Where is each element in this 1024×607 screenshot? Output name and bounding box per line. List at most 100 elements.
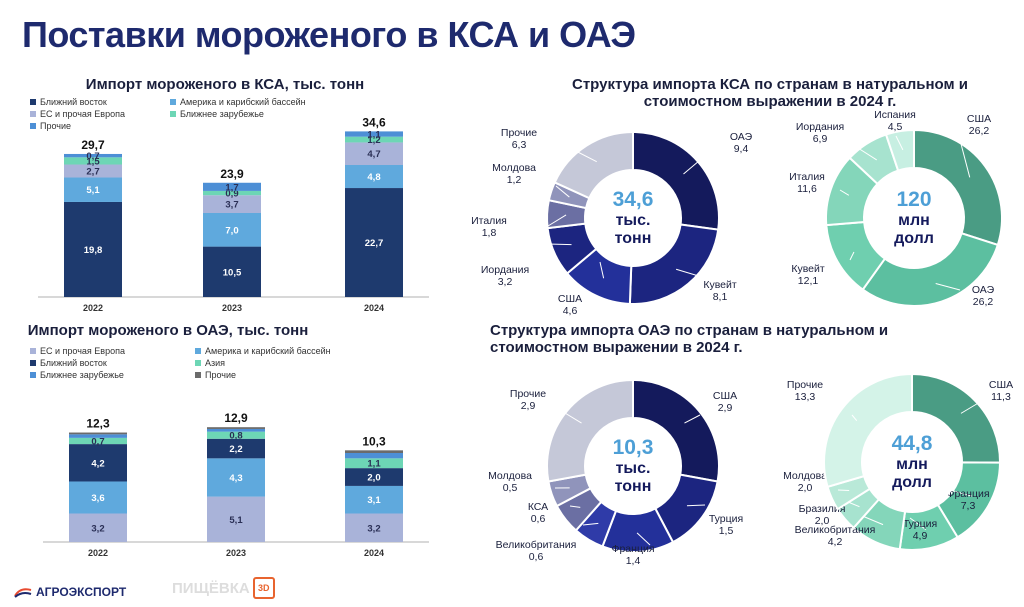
- pishevka-logo: ПИЩЁВКА 3D: [172, 577, 275, 599]
- legend-swatch: [30, 360, 36, 366]
- callout-line: [909, 517, 927, 530]
- slice-value: 1,2: [507, 174, 522, 186]
- donut-slice: [823, 372, 913, 489]
- callout-line: [565, 145, 597, 163]
- x-tick-label: 2022: [88, 548, 108, 558]
- total-label: 12,9: [224, 411, 248, 425]
- bar-segment: [345, 136, 403, 143]
- slice-name: Молдова: [492, 162, 536, 174]
- slice-value: 4,5: [888, 121, 903, 133]
- callout-line: [686, 504, 706, 507]
- center-unit: млн: [896, 456, 928, 473]
- bar-segment: [345, 450, 403, 453]
- bar-segment: [64, 153, 122, 158]
- legend-item: Америка и карибский бассейн: [195, 346, 331, 356]
- callout-line: [839, 189, 850, 196]
- bar-segment: [345, 188, 403, 297]
- slice-value: 11,3: [991, 391, 1011, 403]
- slice-name: Кувейт: [703, 279, 737, 291]
- pishevka-3d-icon: 3D: [252, 577, 275, 599]
- legend-item: Ближнее зарубежье: [170, 109, 264, 119]
- slice-value: 1,8: [482, 227, 497, 239]
- legend-swatch: [30, 372, 36, 378]
- legend-label: Америка и карибский бассейн: [205, 346, 331, 356]
- bar-segment: [207, 438, 265, 459]
- legend-label: Прочие: [40, 121, 72, 131]
- legend-label: Ближнее зарубежье: [40, 370, 124, 380]
- callout-line: [559, 409, 582, 424]
- data-label: 4,2: [91, 458, 104, 469]
- bar-segment: [345, 485, 403, 514]
- bar-segment: [69, 437, 127, 445]
- slice-value: 12,1: [798, 275, 819, 287]
- slice-name: Прочие: [787, 379, 823, 391]
- center-value: 10,3: [613, 436, 654, 459]
- total-label: 29,7: [81, 138, 105, 152]
- slice-value: 2,9: [718, 402, 733, 414]
- slice-name: ОАЭ: [972, 284, 995, 296]
- total-label: 34,6: [362, 115, 386, 129]
- legend-item: Прочие: [195, 370, 236, 380]
- data-label: 1,2: [367, 135, 380, 146]
- slice-value: 0,5: [503, 482, 518, 494]
- legend-item: ЕС и прочая Европа: [30, 109, 125, 119]
- x-tick-label: 2024: [364, 548, 384, 558]
- callout-line: [636, 532, 651, 546]
- slice-value: 6,9: [813, 133, 828, 145]
- ksa-legend: Ближний восток Америка и карибский бассе…: [30, 97, 410, 137]
- ksa-bar-title: Импорт мороженого в КСА, тыс. тонн: [85, 76, 365, 93]
- slice-name: Турция: [709, 513, 743, 525]
- callout-line: [849, 251, 855, 261]
- slice-name: Иордания: [481, 264, 529, 276]
- total-label: 12,3: [86, 417, 110, 431]
- legend-swatch: [170, 99, 176, 105]
- callout-line: [895, 135, 904, 151]
- data-label: 1,1: [367, 130, 381, 141]
- slice-value: 2,9: [521, 400, 536, 412]
- slice-value: 2,0: [815, 515, 830, 527]
- callout-line: [847, 501, 860, 508]
- callout-line: [949, 489, 973, 497]
- callout-line: [569, 505, 581, 508]
- callout-line: [851, 414, 858, 421]
- legend-swatch: [170, 111, 176, 117]
- bar-segment: [345, 458, 403, 469]
- donut-slice: [884, 128, 915, 172]
- donut-slice: [913, 128, 1003, 247]
- bar-segment: [203, 190, 261, 196]
- center-unit: тыс.: [616, 212, 651, 229]
- legend-label: ЕС и прочая Европа: [40, 109, 125, 119]
- agroexport-label: АГРОЭКСПОРТ: [36, 585, 127, 599]
- data-label: 4,3: [229, 473, 242, 484]
- slice-name: Италия: [789, 171, 825, 183]
- data-label: 1,1: [367, 459, 381, 470]
- data-label: 10,5: [223, 267, 242, 278]
- legend-swatch: [195, 372, 201, 378]
- bar-segment: [64, 177, 122, 202]
- data-label: 0,7: [91, 436, 104, 447]
- center-value: 44,8: [892, 432, 933, 455]
- data-label: 7,0: [225, 225, 238, 236]
- slice-value: 4,9: [913, 530, 928, 542]
- slice-value: 1,4: [626, 555, 641, 567]
- data-label: 4,8: [367, 172, 380, 183]
- data-label: 19,8: [84, 245, 103, 256]
- ksa-donut-title: Структура импорта КСА по странам в натур…: [572, 76, 968, 110]
- uae-bar-title: Импорт мороженого в ОАЭ, тыс. тонн: [27, 322, 309, 339]
- slice-name: Бразилия: [799, 503, 846, 515]
- legend-swatch: [195, 348, 201, 354]
- uae-legend: ЕС и прочая Европа Америка и карибский б…: [30, 346, 430, 386]
- data-label: 0,8: [229, 431, 242, 442]
- bar-segment: [64, 201, 122, 297]
- legend-item: Ближний восток: [30, 358, 107, 368]
- center-unit: долл: [892, 474, 932, 491]
- bar-segment: [345, 468, 403, 486]
- data-label: 3,2: [91, 523, 104, 534]
- legend-item: Америка и карибский бассейн: [170, 97, 306, 107]
- callout-line: [547, 243, 572, 246]
- bar-segment: [203, 182, 261, 191]
- bar-segment: [207, 428, 265, 432]
- pishevka-label: ПИЩЁВКА: [172, 579, 250, 597]
- bar-segment: [207, 427, 265, 429]
